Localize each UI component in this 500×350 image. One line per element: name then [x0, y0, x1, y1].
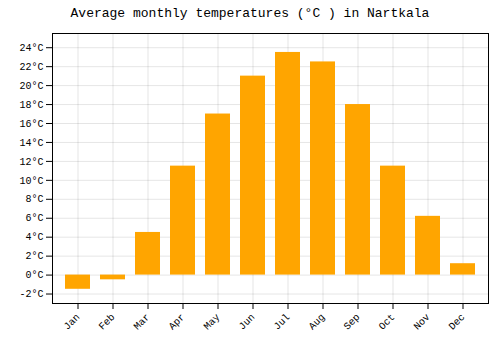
svg-text:18°C: 18°C	[19, 100, 43, 111]
svg-text:Dec: Dec	[447, 312, 468, 333]
svg-text:8°C: 8°C	[25, 194, 43, 205]
svg-text:2°C: 2°C	[25, 251, 43, 262]
svg-text:10°C: 10°C	[19, 176, 43, 187]
svg-text:Aug: Aug	[307, 312, 328, 333]
svg-text:May: May	[202, 312, 223, 333]
svg-text:4°C: 4°C	[25, 232, 43, 243]
svg-text:Jul: Jul	[272, 312, 293, 333]
svg-text:Sep: Sep	[342, 312, 363, 333]
html-text:Average monthly temperatures (: Average monthly temperatures (°C ) in Na…	[70, 6, 430, 21]
svg-text:Mar: Mar	[132, 312, 153, 333]
svg-text:Jun: Jun	[237, 312, 258, 333]
svg-text:0°C: 0°C	[25, 270, 43, 281]
svg-text:24°C: 24°C	[19, 43, 43, 54]
svg-text:Oct: Oct	[377, 312, 398, 333]
svg-text:20°C: 20°C	[19, 81, 43, 92]
svg-text:22°C: 22°C	[19, 62, 43, 73]
svg-text:Nov: Nov	[412, 312, 433, 333]
svg-text:12°C: 12°C	[19, 157, 43, 168]
svg-text:-2°C: -2°C	[19, 289, 43, 300]
svg-text:Feb: Feb	[97, 312, 118, 333]
svg-text:6°C: 6°C	[25, 213, 43, 224]
svg-text:14°C: 14°C	[19, 138, 43, 149]
svg-text:Jan: Jan	[62, 312, 83, 333]
svg-text:16°C: 16°C	[19, 119, 43, 130]
svg-text:Apr: Apr	[167, 312, 188, 333]
